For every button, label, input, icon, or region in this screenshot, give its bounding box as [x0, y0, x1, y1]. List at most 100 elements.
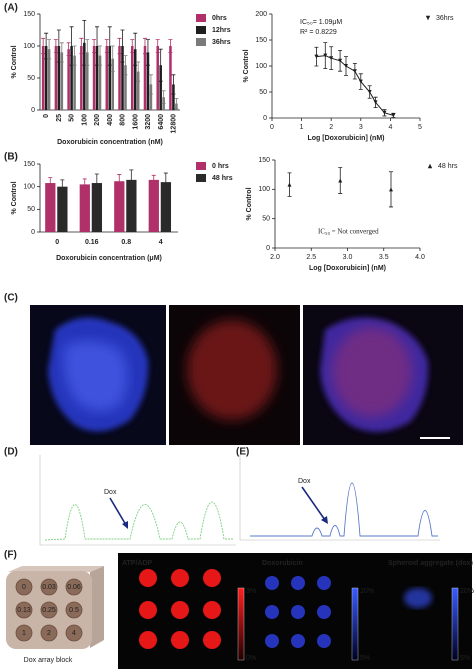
bar: [124, 65, 127, 110]
x-tick-label: 50: [69, 114, 76, 122]
point: [391, 113, 396, 118]
y-tick-label: 50: [27, 75, 35, 82]
error-bar: [155, 39, 160, 53]
spheroid: [171, 631, 189, 649]
y-tick-label: 150: [255, 37, 267, 44]
error-bar: [104, 39, 109, 53]
spheroid: [203, 601, 221, 619]
error-bar: [136, 61, 141, 82]
bar: [70, 46, 73, 110]
panel-label: (F): [4, 550, 17, 561]
x-tick-label: 4: [388, 124, 392, 131]
well-label: 4: [72, 630, 76, 637]
colorbar-max: 20%: [460, 588, 474, 595]
spheroid: [139, 601, 157, 619]
chromatogram-axis: [39, 455, 236, 546]
error-bar: [133, 32, 138, 66]
bar: [111, 58, 115, 110]
error-bar: [92, 39, 97, 53]
bar: [160, 182, 172, 232]
y-tick-label: 0: [31, 107, 35, 114]
y-tick-label: 50: [27, 206, 35, 213]
legend-label: 0hrs: [212, 15, 227, 22]
x-tick-label: 100: [81, 114, 88, 126]
chromatogram-e: [239, 455, 440, 541]
well: [15, 624, 33, 642]
spheroid: [203, 569, 221, 587]
error-bar: [53, 39, 58, 53]
spheroid: [317, 576, 331, 590]
image-title: ATP/ADP: [122, 560, 153, 567]
y-tick-label: 150: [23, 11, 35, 18]
x-tick-label: 800: [120, 114, 127, 126]
colorbar: [237, 587, 245, 661]
error-bar: [94, 173, 99, 193]
well-label: 0.25: [42, 607, 56, 614]
annotation: R² = 0.8229: [300, 29, 337, 36]
bar: [131, 46, 134, 110]
bar: [114, 181, 125, 232]
bar: [83, 42, 86, 110]
error-bar: [145, 39, 150, 66]
y-tick-label: 100: [23, 184, 35, 191]
bar: [126, 179, 137, 232]
x-tick-label: 4: [159, 239, 163, 246]
spheroid-aggregate: [404, 588, 432, 608]
error-bar: [59, 42, 64, 63]
x-tick-label: 3: [359, 124, 363, 131]
panel-label: (A): [4, 3, 18, 14]
error-bar: [66, 42, 71, 56]
error-bar: [107, 26, 112, 66]
arrow: [301, 486, 326, 521]
colorbar-max: 20%: [360, 588, 374, 595]
error-bar: [60, 179, 65, 194]
well-label: 0.5: [69, 607, 79, 614]
error-bar: [82, 20, 87, 66]
well-label: 0.13: [17, 607, 31, 614]
point: [373, 100, 378, 105]
bar: [156, 46, 159, 110]
y-tick-label: 100: [23, 43, 35, 50]
x-tick-label: 25: [56, 114, 63, 122]
error-bar: [44, 32, 49, 60]
legend-label: 48 hrs: [438, 163, 458, 170]
y-tick-label: 50: [262, 216, 270, 223]
x-tick-label: 400: [107, 114, 114, 126]
spheroid: [317, 605, 331, 619]
y-axis-label: % Control: [11, 181, 18, 214]
point: [329, 56, 334, 61]
point: [338, 178, 343, 183]
error-bar: [148, 74, 153, 95]
chromatogram-trace: [44, 501, 234, 541]
well-label: 2: [47, 630, 51, 637]
bar: [159, 65, 162, 110]
point: [367, 90, 372, 94]
well-label: 0.03: [42, 584, 56, 591]
point: [352, 69, 357, 74]
arrow: [109, 497, 127, 526]
panel-label: (C): [4, 293, 18, 304]
image-title: Spheroid aggregate (dox): [388, 560, 473, 567]
well-label: 1: [22, 630, 26, 637]
error-bar: [171, 74, 176, 95]
annotation: IC₅₀ = Not converged: [318, 228, 379, 236]
error-bar: [117, 37, 122, 55]
x-tick-label: 2: [329, 124, 333, 131]
point: [314, 54, 319, 59]
spheroid: [317, 634, 331, 648]
spheroid: [171, 601, 189, 619]
y-tick-label: 0: [263, 115, 267, 122]
well: [40, 578, 58, 596]
x-tick-label: 12800: [170, 114, 177, 134]
arrow-head: [122, 521, 128, 529]
error-bar: [123, 55, 128, 76]
x-tick-label: 5: [418, 124, 422, 131]
x-axis-label: Log [Doxorubicin] (nM): [308, 135, 385, 142]
spheroid: [139, 631, 157, 649]
colorbar-min: 5%: [460, 655, 470, 662]
x-tick-label: 6400: [158, 114, 165, 130]
bar: [57, 46, 61, 110]
x-tick-label: 0: [270, 124, 274, 131]
error-bar: [130, 39, 135, 53]
y-tick-label: 0: [266, 245, 270, 252]
